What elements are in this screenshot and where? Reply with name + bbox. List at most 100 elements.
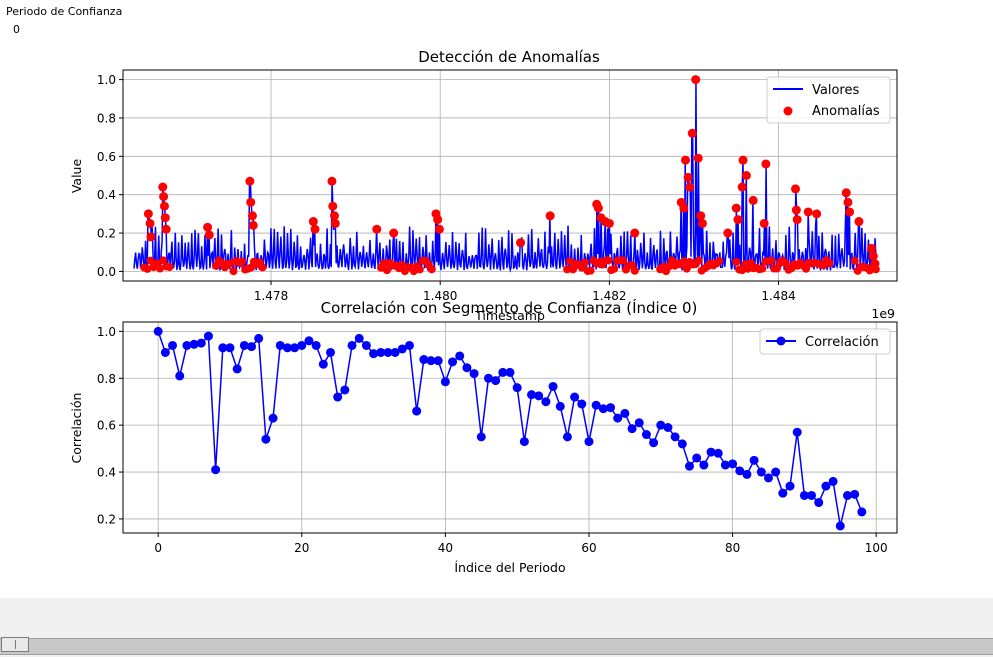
y-tick-label: 0.8 xyxy=(97,111,116,125)
y-axis-label: Correlación xyxy=(69,393,84,464)
y-tick-label: 0.6 xyxy=(97,150,116,164)
correlation-point xyxy=(742,469,752,479)
anomaly-point xyxy=(693,153,703,163)
correlation-point xyxy=(326,347,336,357)
correlation-point xyxy=(562,432,572,442)
correlation-point xyxy=(404,340,414,350)
correlation-point xyxy=(218,343,228,353)
correlation-point xyxy=(699,460,709,470)
anomaly-point xyxy=(781,259,790,268)
correlation-point xyxy=(168,340,178,350)
correlation-point xyxy=(749,455,759,465)
correlation-point xyxy=(656,420,666,430)
anomaly-point xyxy=(694,256,703,265)
anomaly-point xyxy=(679,203,689,213)
anomaly-point xyxy=(143,209,153,219)
correlation-point xyxy=(261,434,271,444)
anomaly-point xyxy=(803,207,813,217)
legend-scatter-marker xyxy=(783,106,793,116)
correlation-point xyxy=(275,340,285,350)
anomaly-point xyxy=(715,257,724,266)
correlation-point xyxy=(641,430,651,440)
anomaly-point xyxy=(203,222,213,232)
anomaly-point xyxy=(159,192,169,202)
anomaly-point xyxy=(696,211,706,221)
correlation-point xyxy=(426,356,436,366)
correlation-point xyxy=(390,347,400,357)
correlation-point xyxy=(756,467,766,477)
grid xyxy=(123,322,897,533)
slider-trough[interactable] xyxy=(0,638,993,655)
anomaly-point xyxy=(329,211,339,221)
correlation-point xyxy=(519,437,529,447)
anomaly-point xyxy=(246,197,256,207)
correlation-point xyxy=(548,381,558,391)
anomaly-point xyxy=(204,230,214,240)
anomaly-point xyxy=(245,176,255,186)
slider-value: 0 xyxy=(13,23,20,36)
correlation-point xyxy=(175,371,185,381)
anomaly-point xyxy=(229,267,238,276)
anomaly-point xyxy=(738,155,748,165)
correlation-point xyxy=(361,340,371,350)
anomaly-point xyxy=(604,218,614,228)
anomaly-point xyxy=(545,211,555,221)
anomaly-point xyxy=(854,217,864,227)
anomaly-point xyxy=(328,201,338,211)
correlation-point xyxy=(684,461,694,471)
figure: Detección de Anomalías 1.478 1.480 1.482 1.… xyxy=(69,48,898,575)
correlation-point xyxy=(835,521,845,531)
correlation-point xyxy=(828,476,838,486)
anomaly-point xyxy=(246,263,255,272)
correlation-point xyxy=(570,392,580,402)
chart-title: Correlación con Segmento de Confianza (Í… xyxy=(321,298,698,317)
anomaly-point xyxy=(161,224,171,234)
correlation-point xyxy=(814,498,824,508)
correlation-point xyxy=(649,438,659,448)
correlation-point xyxy=(584,437,594,447)
y-tick-label: 0.4 xyxy=(97,188,116,202)
anomaly-point xyxy=(563,265,572,274)
correlation-point xyxy=(455,351,465,361)
anomaly-point xyxy=(372,224,382,234)
anomaly-chart: Detección de Anomalías 1.478 1.480 1.482 1.… xyxy=(69,48,898,323)
y-tick-label: 1.0 xyxy=(97,73,116,87)
correlation-point xyxy=(613,413,623,423)
correlation-point xyxy=(290,343,300,353)
correlation-point xyxy=(153,326,163,336)
anomaly-point xyxy=(427,265,436,274)
correlation-point xyxy=(857,507,867,517)
correlation-point xyxy=(498,367,508,377)
anomaly-point xyxy=(843,197,853,207)
anomaly-point xyxy=(248,220,258,230)
correlation-point xyxy=(627,424,637,434)
anomaly-point xyxy=(433,215,443,225)
anomaly-point xyxy=(146,256,155,265)
anomaly-point xyxy=(723,228,733,238)
correlation-point xyxy=(203,331,213,341)
anomaly-point xyxy=(165,263,174,272)
anomaly-point xyxy=(593,203,603,213)
anomaly-point xyxy=(790,184,800,194)
plot-area xyxy=(153,326,867,531)
anomaly-point xyxy=(238,257,247,266)
y-tick-label: 0.4 xyxy=(97,466,116,480)
slider-thumb[interactable] xyxy=(1,637,29,652)
y-tick-label: 0.6 xyxy=(97,419,116,433)
correlation-point xyxy=(692,453,702,463)
correlation-point xyxy=(606,403,616,413)
x-tick-label: 1.484 xyxy=(761,289,795,303)
anomaly-point xyxy=(681,155,691,165)
chart-title: Detección de Anomalías xyxy=(418,48,600,66)
x-tick-label: 60 xyxy=(581,541,596,555)
correlation-point xyxy=(713,448,723,458)
anomaly-point xyxy=(434,224,444,234)
anomaly-point xyxy=(732,257,741,266)
correlation-point xyxy=(196,338,206,348)
correlation-point xyxy=(297,340,307,350)
correlation-point xyxy=(785,481,795,491)
correlation-point xyxy=(735,466,745,476)
anomaly-point xyxy=(850,256,859,265)
anomaly-point xyxy=(867,243,877,253)
anomaly-point xyxy=(159,256,168,265)
